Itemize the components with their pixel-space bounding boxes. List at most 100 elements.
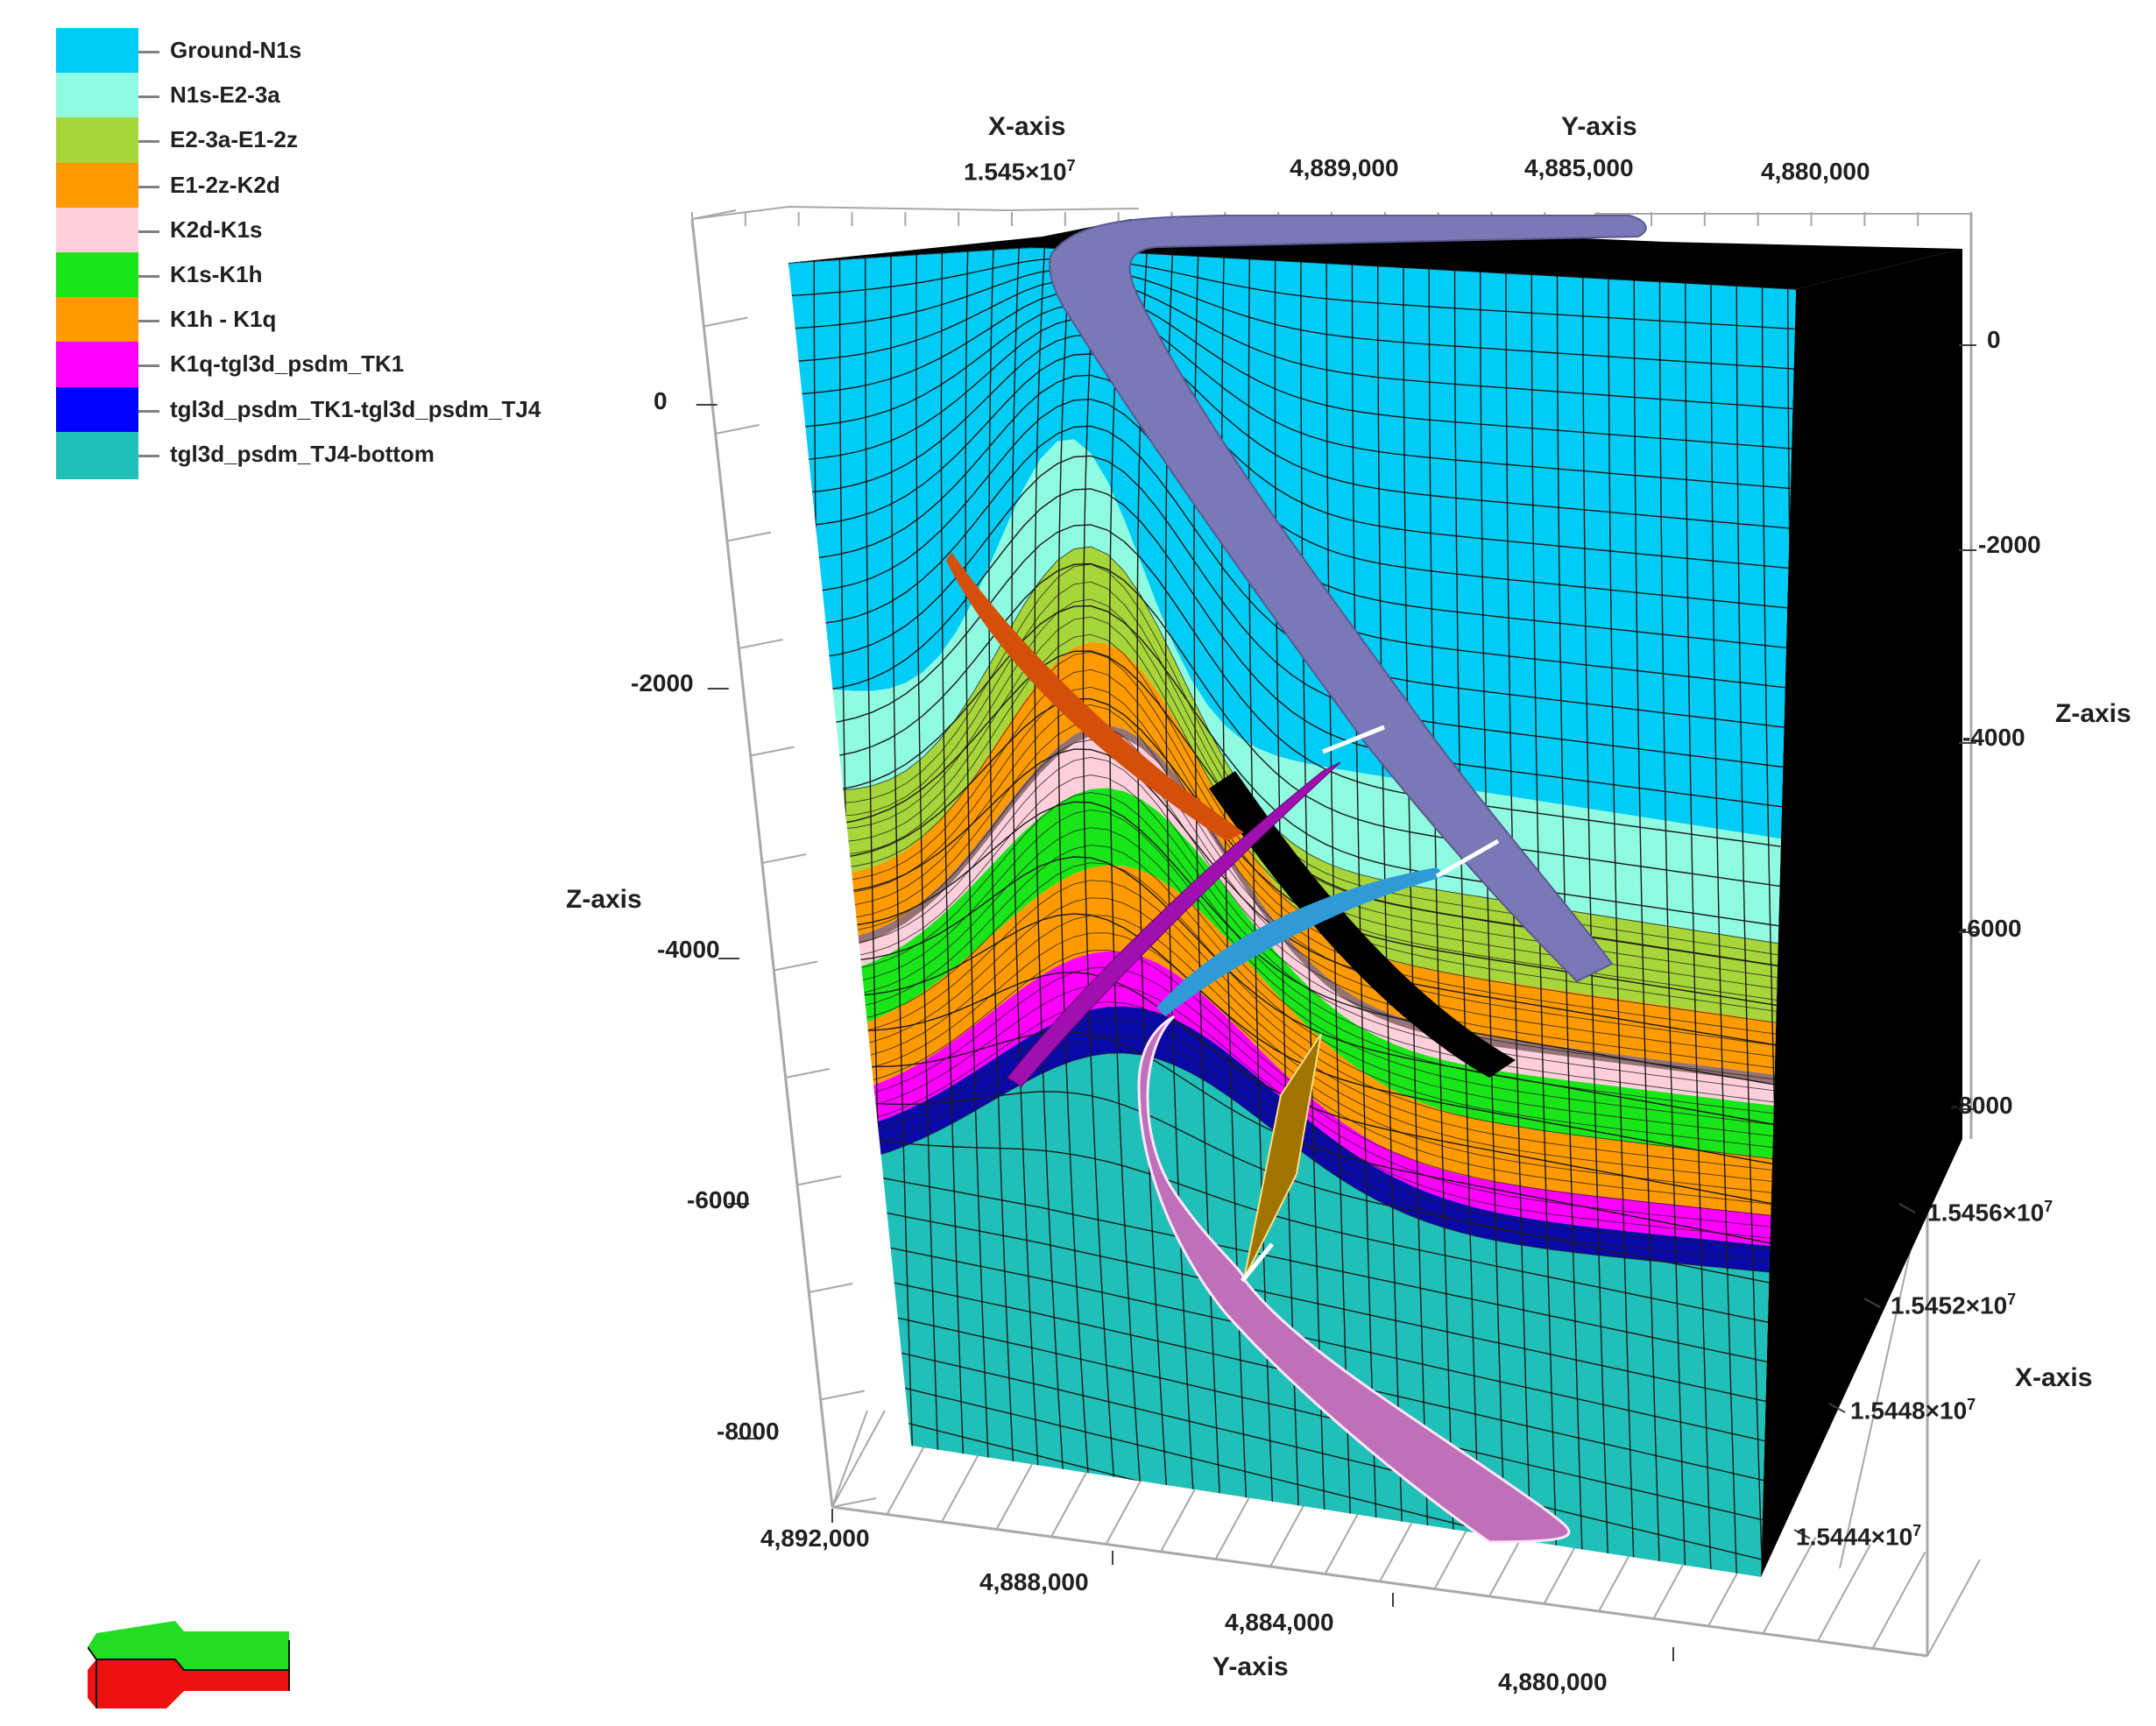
gridbox-left-edge xyxy=(690,218,834,1508)
legend-label: E2-3a-E1-2z xyxy=(170,126,298,153)
fault-surfaces xyxy=(946,215,1647,1544)
fault-lower-pink xyxy=(1137,1015,1571,1544)
legend-label: K2d-K1s xyxy=(170,216,263,243)
legend-leader xyxy=(138,140,159,144)
orientation-arrow-icon[interactable] xyxy=(88,1621,298,1708)
right-z-tick-label: -8000 xyxy=(1950,1092,2013,1119)
right-x-tick-label: 1.5448×107 xyxy=(1850,1396,1976,1425)
fault-magenta xyxy=(1007,761,1341,1087)
axis-tick xyxy=(1793,1529,1811,1539)
gridbox-z-line xyxy=(715,424,760,435)
gridbox-z-line xyxy=(796,1175,842,1186)
legend-label: N1s-E2-3a xyxy=(170,81,280,109)
bottom-y-tick-label: 4,880,000 xyxy=(1498,1668,1608,1695)
legend-leader xyxy=(138,95,159,99)
right-z-tick-label: -6000 xyxy=(1959,915,2022,942)
legend-label: K1q-tgl3d_psdm_TK1 xyxy=(170,350,405,378)
axis-ticks xyxy=(696,344,1976,1661)
legend-label: Ground-N1s xyxy=(170,37,302,63)
gridbox-floor-line xyxy=(1926,1559,1981,1657)
legend-swatch xyxy=(56,117,138,166)
block-side-face xyxy=(1761,249,1962,1577)
left-z-tick-label: -6000 xyxy=(687,1186,750,1213)
gridbox-z-line xyxy=(750,746,795,757)
fault-gold xyxy=(1243,1033,1322,1280)
legend-leader xyxy=(138,454,159,457)
right-x-tick-label: 1.5444×107 xyxy=(1796,1522,1922,1551)
gridbox-floor-line xyxy=(831,1410,886,1508)
gridbox-z-line xyxy=(703,316,748,328)
gridbox-z-line xyxy=(785,1068,830,1079)
formation-layer xyxy=(788,439,1796,946)
right-x-axis-title: X-axis xyxy=(2015,1363,2093,1392)
top-y-tick-label: 4,885,000 xyxy=(1524,154,1634,181)
legend-swatch xyxy=(56,28,138,75)
legend-label: tgl3d_psdm_TK1-tgl3d_psdm_TJ4 xyxy=(170,395,541,422)
fault-blue xyxy=(1156,867,1446,1016)
bottom-y-axis-title: Y-axis xyxy=(1212,1652,1289,1681)
gridbox-lines xyxy=(690,205,1981,1658)
legend-leader xyxy=(138,51,159,53)
gridbox-z-line xyxy=(820,1390,865,1401)
top-y-tick-label: 4,889,000 xyxy=(1290,154,1399,181)
legend-leader xyxy=(138,185,159,188)
legend-swatch xyxy=(56,73,138,121)
gridbox-bottom-edge xyxy=(831,1505,1928,1658)
gridbox-top-edge xyxy=(691,205,1140,220)
legend-leader xyxy=(138,230,159,233)
gridbox-floor-line xyxy=(1817,1544,1871,1642)
legend-leader xyxy=(138,320,159,323)
axis-tick xyxy=(1828,1403,1846,1413)
fault-intersection-line xyxy=(1241,1242,1274,1283)
gridbox-z-line xyxy=(809,1283,853,1293)
legend-swatch xyxy=(56,252,138,300)
fault-gap xyxy=(1209,771,1516,1078)
fault-intersection-line xyxy=(1322,725,1385,754)
axis-tick xyxy=(1898,1203,1916,1213)
legend-swatch xyxy=(56,431,138,479)
formation-layer xyxy=(788,865,1796,1218)
top-y-axis-title: Y-axis xyxy=(1561,112,1637,141)
left-z-tick-label: -8000 xyxy=(717,1418,780,1445)
legend-leader xyxy=(138,275,159,278)
left-z-tick-label: -2000 xyxy=(631,669,694,697)
compass-top xyxy=(88,1621,289,1670)
legend-label: K1h - K1q xyxy=(170,306,277,333)
right-z-tick-label: -2000 xyxy=(1978,531,2041,558)
right-z-tick-label: 0 xyxy=(1987,326,2001,353)
bottom-y-tick-label: 4,888,000 xyxy=(979,1568,1089,1595)
bottom-y-tick-label: 4,884,000 xyxy=(1225,1609,1334,1636)
legend-label: tgl3d_psdm_TJ4-bottom xyxy=(170,440,435,467)
top-x-axis-title: X-axis xyxy=(988,112,1066,141)
gridbox-z-line xyxy=(726,531,772,542)
right-x-tick-label: 1.5456×107 xyxy=(1927,1198,2054,1227)
bottom-y-tick-label: 4,892,000 xyxy=(760,1524,870,1552)
geological-block xyxy=(788,219,1962,1577)
legend-label: E1-2z-K2d xyxy=(170,171,280,198)
fault-upper-purple xyxy=(1049,215,1647,983)
legend-swatch xyxy=(56,162,138,210)
legend-swatch xyxy=(56,297,138,345)
gridbox-z-line xyxy=(761,853,807,864)
right-z-axis-title: Z-axis xyxy=(2055,699,2131,728)
gridbox-z-line xyxy=(739,639,783,649)
fault-intersection-line xyxy=(1435,838,1500,879)
top-x-tick-label: 1.545×107 xyxy=(964,157,1076,186)
legend-label: K1s-K1h xyxy=(170,261,263,287)
right-x-tick-label: 1.5452×107 xyxy=(1891,1291,2017,1319)
legend-swatch xyxy=(56,342,138,390)
right-z-tick-label: -4000 xyxy=(1962,724,2025,751)
axis-tick xyxy=(1863,1298,1881,1308)
formation-layer xyxy=(788,788,1796,1161)
legend-swatch xyxy=(56,386,138,435)
gridbox-z-line xyxy=(774,960,818,972)
left-z-axis-title: Z-axis xyxy=(566,885,642,914)
gridbox-floor-line xyxy=(1762,1537,1817,1634)
legend-swatch xyxy=(56,207,138,255)
fault-orange xyxy=(946,552,1244,841)
legend-leader xyxy=(138,364,159,368)
top-y-tick-label: 4,880,000 xyxy=(1761,158,1870,185)
gridbox-z-line xyxy=(831,1497,877,1508)
